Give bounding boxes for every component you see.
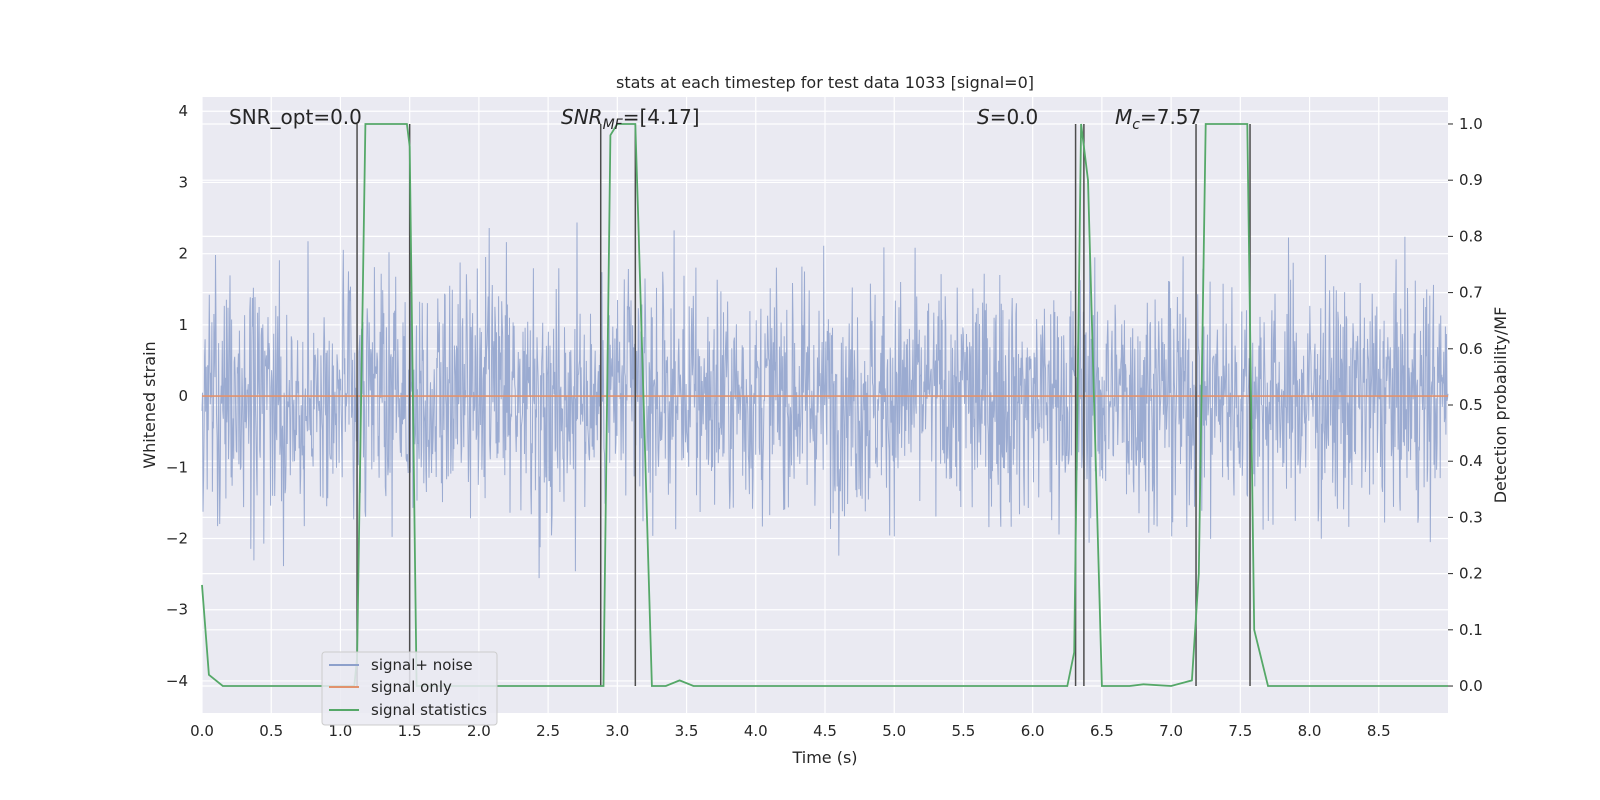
- y-tick-label: 2: [178, 245, 188, 263]
- x-tick-label: 4.0: [744, 722, 768, 740]
- y2-axis-label: Detection probability/MF: [1491, 307, 1510, 504]
- x-tick-label: 2.5: [536, 722, 560, 740]
- y-tick-label: 3: [178, 173, 188, 191]
- y2-tick-label: 0.2: [1459, 565, 1483, 583]
- y2-tick-label: 0.4: [1459, 452, 1483, 470]
- y2-tick-label: 0.6: [1459, 340, 1483, 358]
- x-tick-label: 3.5: [675, 722, 699, 740]
- y-tick-label: 4: [178, 102, 188, 120]
- y2-tick-label: 0.3: [1459, 508, 1483, 526]
- annotation-mc: Mc=7.57: [1115, 105, 1201, 133]
- x-tick-label: 8.0: [1298, 722, 1322, 740]
- signal-statistics-line: [201, 123, 1448, 687]
- x-tick-label: 5.5: [952, 722, 976, 740]
- legend-label-signal-only: signal only: [371, 678, 452, 696]
- y2-tick-label: 0.0: [1459, 677, 1483, 695]
- x-tick-label: 8.5: [1367, 722, 1391, 740]
- annotation-snr-mf-value: =[4.17]: [623, 105, 700, 129]
- annotation-s: S=0.0: [977, 105, 1038, 129]
- chart-title: stats at each timestep for test data 103…: [616, 73, 1034, 92]
- y2-tick-label: 0.8: [1459, 227, 1483, 245]
- x-tick-label: 5.0: [882, 722, 906, 740]
- y2-tick-label: 0.5: [1459, 396, 1483, 414]
- x-tick-label: 1.5: [398, 722, 422, 740]
- annotation-snr-mf-subscript: MF: [603, 117, 624, 133]
- x-tick-label: 0.5: [259, 722, 283, 740]
- annotation-mc-value: =7.57: [1140, 105, 1201, 129]
- x-tick-label: 7.0: [1159, 722, 1183, 740]
- legend: signal+ noise signal only signal statist…: [321, 651, 498, 726]
- vertical-markers: [356, 123, 1251, 687]
- y-axis-label: Whitened strain: [140, 341, 159, 468]
- legend-label-signal-plus-noise: signal+ noise: [371, 656, 473, 674]
- annotation-snr-mf: SNRMF=[4.17]: [561, 105, 700, 133]
- x-tick-label: 7.5: [1228, 722, 1252, 740]
- x-tick-label: 2.0: [467, 722, 491, 740]
- x-tick-label: 6.5: [1090, 722, 1114, 740]
- y2-tick-label: 0.9: [1459, 171, 1483, 189]
- legend-box: [321, 651, 498, 726]
- annotation-snr-mf-symbol: SNR: [561, 105, 603, 129]
- legend-label-signal-statistics: signal statistics: [371, 701, 487, 719]
- y-tick-label: −4: [166, 672, 188, 690]
- y-tick-label: −1: [166, 458, 188, 476]
- y-tick-label: −2: [166, 530, 188, 548]
- x-tick-label: 1.0: [329, 722, 353, 740]
- y2-tick-label: 0.1: [1459, 621, 1483, 639]
- x-tick-label: 6.0: [1021, 722, 1045, 740]
- y2-tick-label: 1.0: [1459, 115, 1483, 133]
- x-axis-label: Time (s): [791, 748, 857, 767]
- x-tick-label: 0.0: [190, 722, 214, 740]
- y-tick-label: 1: [178, 316, 188, 334]
- y-tick-label: 0: [178, 387, 188, 405]
- x-tick-label: 3.0: [605, 722, 629, 740]
- annotation-snr-opt: SNR_opt=0.0: [229, 105, 362, 129]
- y2-tick-label: 0.7: [1459, 284, 1483, 302]
- x-tick-label: 4.5: [813, 722, 837, 740]
- annotation-mc-symbol: M: [1115, 105, 1132, 129]
- annotation-mc-subscript: c: [1132, 117, 1140, 133]
- annotation-s-symbol: S: [977, 105, 990, 129]
- annotation-s-value: =0.0: [990, 105, 1039, 129]
- axes-tick-labels: 0.0 0.5 1.0 1.5 2.0 2.5 3.0 3.5 4.0 4.5 5.0 5.5 6.0 6…: [166, 102, 1483, 740]
- series-signal-statistics: [201, 123, 1448, 687]
- y-tick-label: −3: [166, 601, 188, 619]
